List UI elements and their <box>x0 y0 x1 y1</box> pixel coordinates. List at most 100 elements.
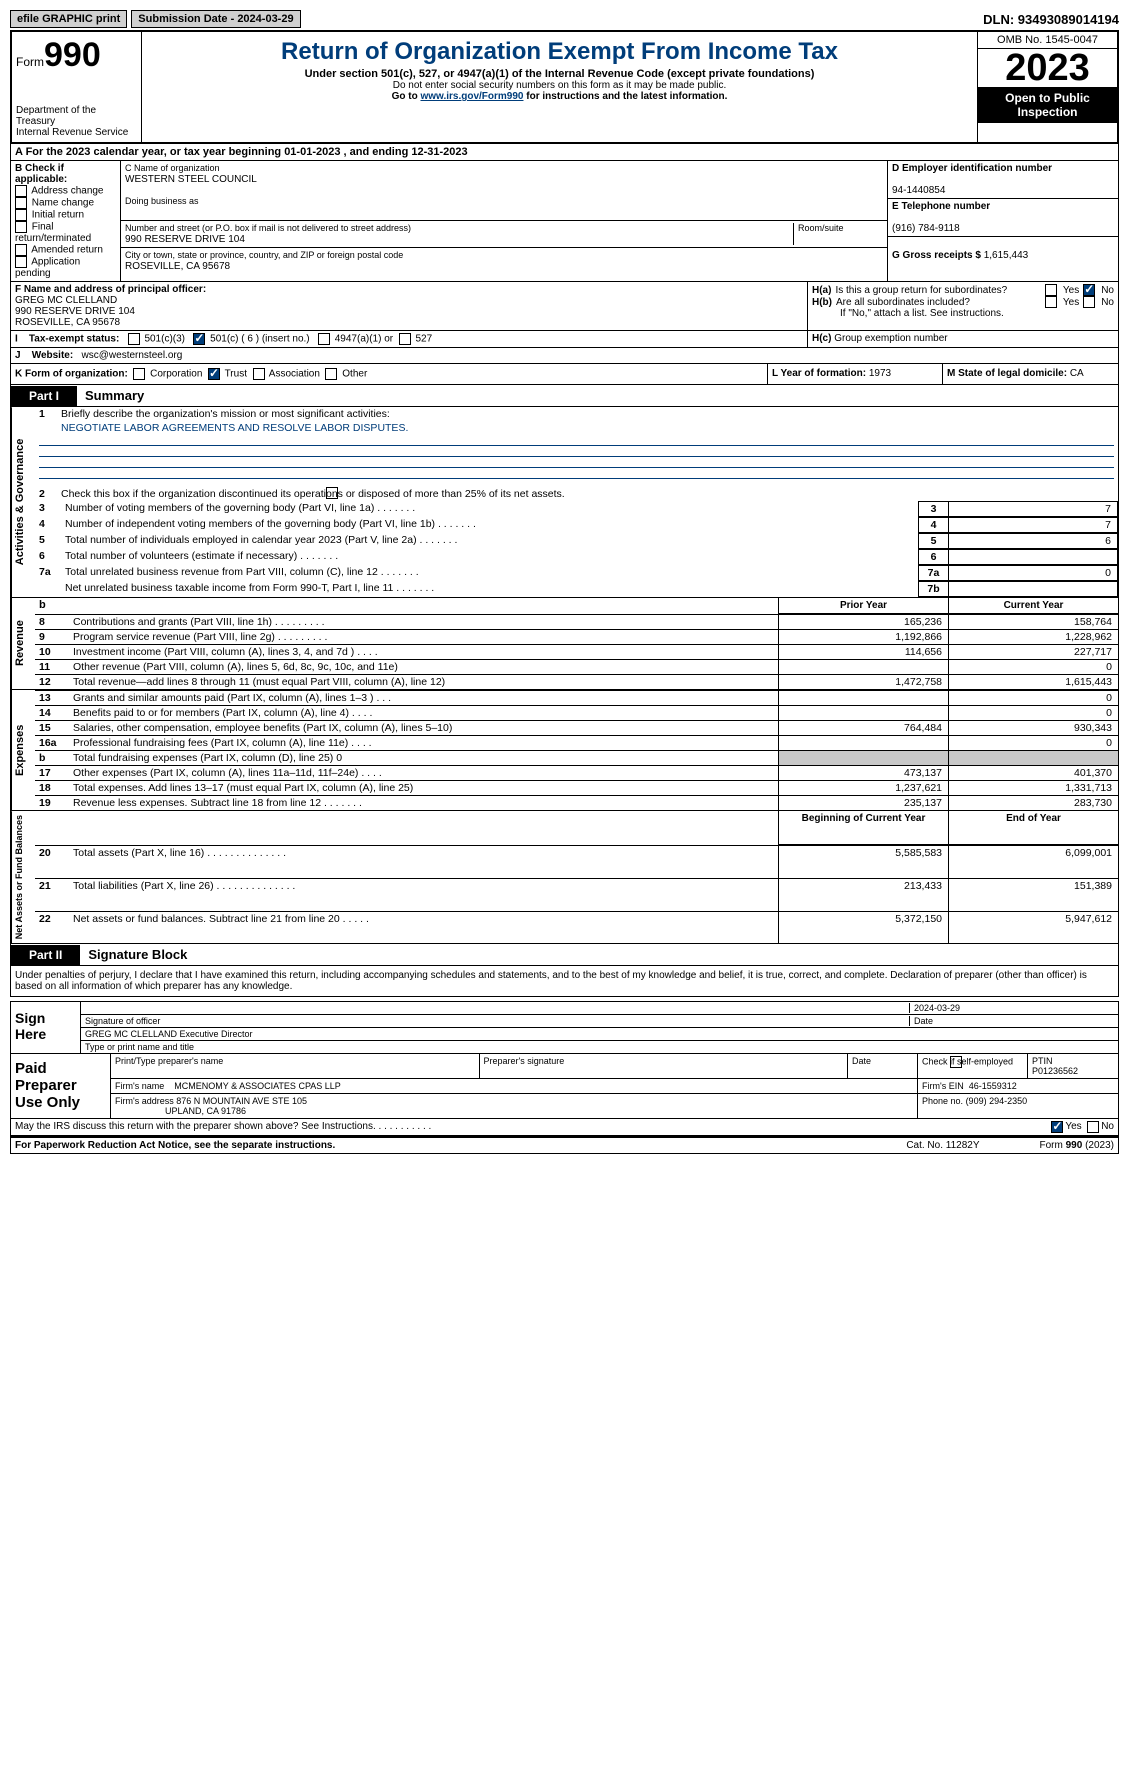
preparer-sig-label: Preparer's signature <box>480 1054 849 1078</box>
part2-header: Part II Signature Block <box>10 944 1119 966</box>
self-employed-label: Check if self-employed <box>918 1054 1028 1078</box>
part1-title: Summary <box>77 385 152 406</box>
org-name: WESTERN STEEL COUNCIL <box>125 174 257 185</box>
b-checkbox[interactable] <box>15 209 27 221</box>
line-num: b <box>35 751 69 765</box>
current-year-value: 158,764 <box>948 614 1118 629</box>
street-address: 990 RESERVE DRIVE 104 <box>125 234 245 245</box>
line-num: 13 <box>35 691 69 705</box>
room-label: Room/suite <box>798 223 844 233</box>
prior-year-value <box>778 659 948 674</box>
self-employed-checkbox[interactable] <box>950 1056 962 1068</box>
firm-ein-label: Firm's EIN <box>922 1081 964 1091</box>
sig-officer-label: Signature of officer <box>85 1016 909 1026</box>
paid-preparer-label: Paid Preparer Use Only <box>11 1054 111 1118</box>
dept-treasury: Department of the Treasury <box>16 105 137 127</box>
k-other-checkbox[interactable] <box>325 368 337 380</box>
line1-label: Briefly describe the organization's miss… <box>61 408 1114 420</box>
line-num: 22 <box>35 912 69 944</box>
prior-year-value <box>778 750 948 765</box>
begin-year-header: Beginning of Current Year <box>778 811 948 845</box>
prior-year-value: 165,236 <box>778 614 948 629</box>
hb-no-checkbox[interactable] <box>1083 296 1095 308</box>
discuss-yes-checkbox[interactable] <box>1051 1121 1063 1133</box>
prior-year-value: 235,137 <box>778 795 948 810</box>
line-num: 9 <box>35 630 69 644</box>
k-label: K Form of organization: <box>15 369 128 380</box>
city-label: City or town, state or province, country… <box>125 250 403 260</box>
ptin-label: PTIN <box>1032 1056 1053 1066</box>
hb-label: Are all subordinates included? <box>836 297 1041 308</box>
d-ein-label: D Employer identification number <box>892 163 1052 174</box>
line-num: 12 <box>35 675 69 689</box>
k-corp-checkbox[interactable] <box>133 368 145 380</box>
ha-no-checkbox[interactable] <box>1083 284 1095 296</box>
i-4947-checkbox[interactable] <box>318 333 330 345</box>
irs-link[interactable]: www.irs.gov/Form990 <box>420 91 523 102</box>
b-checkbox[interactable] <box>15 244 27 256</box>
firm-phone: (909) 294-2350 <box>966 1096 1028 1106</box>
line-text: Other revenue (Part VIII, column (A), li… <box>69 660 778 674</box>
officer-addr2: ROSEVILLE, CA 95678 <box>15 317 120 328</box>
hb-yes-checkbox[interactable] <box>1045 296 1057 308</box>
current-year-value: 930,343 <box>948 720 1118 735</box>
line-value: 7 <box>948 501 1118 517</box>
line-text: Total number of individuals employed in … <box>61 533 918 549</box>
prior-year-value: 5,585,583 <box>778 845 948 878</box>
part1-header: Part I Summary <box>10 385 1119 407</box>
line-text: Net unrelated business taxable income fr… <box>61 581 918 597</box>
current-year-value: 151,389 <box>948 878 1118 911</box>
prior-year-value: 473,137 <box>778 765 948 780</box>
k-trust-checkbox[interactable] <box>208 368 220 380</box>
prior-year-header: Prior Year <box>778 598 948 614</box>
netassets-section: Net Assets or Fund Balances Beginning of… <box>10 811 1119 944</box>
submission-date: Submission Date - 2024-03-29 <box>131 10 300 28</box>
line-text: Total assets (Part X, line 16) . . . . .… <box>69 846 778 878</box>
efile-button[interactable]: efile GRAPHIC print <box>10 10 127 28</box>
current-year-value: 1,228,962 <box>948 629 1118 644</box>
sign-here-table: Sign Here 2024-03-29 Signature of office… <box>10 1001 1119 1054</box>
k-assoc-checkbox[interactable] <box>253 368 265 380</box>
b-checkbox[interactable] <box>15 197 27 209</box>
ha-yes-checkbox[interactable] <box>1045 284 1057 296</box>
activities-governance: Activities & Governance 1Briefly describ… <box>10 407 1119 598</box>
b-checkbox[interactable] <box>15 221 27 233</box>
line-text: Salaries, other compensation, employee b… <box>69 721 778 735</box>
line-ref: 7a <box>918 565 948 581</box>
line-ref: 6 <box>918 549 948 565</box>
i-501c-checkbox[interactable] <box>193 333 205 345</box>
line2-checkbox[interactable] <box>326 487 338 499</box>
line-num: 16a <box>35 736 69 750</box>
prior-year-value <box>778 735 948 750</box>
part1-tab: Part I <box>11 386 77 406</box>
discuss-row: May the IRS discuss this return with the… <box>10 1119 1119 1136</box>
line-text: Grants and similar amounts paid (Part IX… <box>69 691 778 705</box>
discuss-question: May the IRS discuss this return with the… <box>15 1121 1051 1133</box>
prior-year-value: 114,656 <box>778 644 948 659</box>
form-subtitle: Under section 501(c), 527, or 4947(a)(1)… <box>146 68 973 80</box>
b-label: b <box>35 598 778 614</box>
b-checkbox[interactable] <box>15 185 27 197</box>
city-state-zip: ROSEVILLE, CA 95678 <box>125 261 230 272</box>
i-501c3-checkbox[interactable] <box>128 333 140 345</box>
prior-year-value: 5,372,150 <box>778 911 948 944</box>
b-checkbox[interactable] <box>15 256 27 268</box>
line-text: Total liabilities (Part X, line 26) . . … <box>69 879 778 911</box>
current-year-value: 227,717 <box>948 644 1118 659</box>
i-527-checkbox[interactable] <box>399 333 411 345</box>
prep-date-label: Date <box>848 1054 918 1078</box>
ha-label: Is this a group return for subordinates? <box>835 285 1040 296</box>
date-label: Date <box>909 1016 1114 1026</box>
sig-date: 2024-03-29 <box>909 1003 1114 1013</box>
sign-here-label: Sign Here <box>11 1002 81 1053</box>
row-k-l-m: K Form of organization: Corporation Trus… <box>10 364 1119 385</box>
line-ref: 4 <box>918 517 948 533</box>
line-num: 20 <box>35 846 69 878</box>
expenses-vlabel: Expenses <box>11 690 35 810</box>
line-num: 17 <box>35 766 69 780</box>
hc-label: Group exemption number <box>834 333 947 344</box>
line-text: Investment income (Part VIII, column (A)… <box>69 645 778 659</box>
discuss-no-checkbox[interactable] <box>1087 1121 1099 1133</box>
current-year-value: 283,730 <box>948 795 1118 810</box>
line-num: 14 <box>35 706 69 720</box>
